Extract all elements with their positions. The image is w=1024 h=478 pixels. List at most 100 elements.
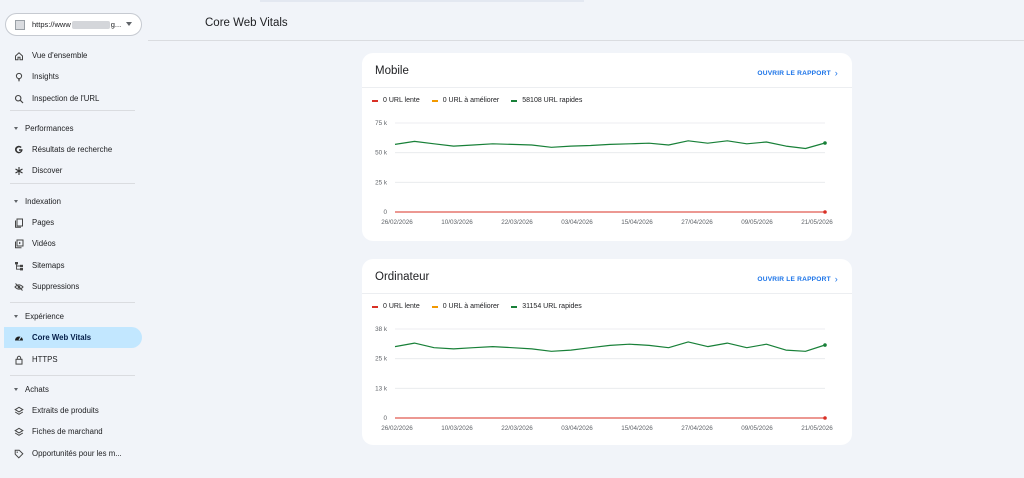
header-accent	[260, 0, 584, 2]
y-tick-label: 13 k	[375, 385, 388, 392]
sidebar-item-label: Fiches de marchand	[32, 427, 103, 436]
chevron-right-icon: ›	[834, 68, 838, 78]
sidebar-item-label: Vue d'ensemble	[32, 51, 88, 60]
sidebar-section-header[interactable]: Achats	[4, 380, 49, 398]
collapse-triangle-icon	[14, 314, 18, 318]
sidebar-item-discover[interactable]: Discover	[4, 160, 142, 181]
page-title: Core Web Vitals	[205, 17, 288, 29]
sidebar-section-header[interactable]: Performances	[4, 119, 74, 137]
property-url-tail: g...	[110, 20, 122, 29]
mobile-chart: 0 25 k 50 k 75 k 26/02/2026 10/03/2026 22/03/2…	[375, 120, 833, 226]
open-report-link-desktop[interactable]: OUVRIR LE RAPPORT ›	[757, 274, 838, 284]
sidebar-item-insights[interactable]: Insights	[4, 66, 142, 87]
x-tick-label: 09/05/2026	[741, 425, 773, 432]
sidebar-item-vid-os[interactable]: Vidéos	[4, 233, 142, 254]
x-tick-label: 27/04/2026	[681, 425, 713, 432]
sidebar-item-suppressions[interactable]: Suppressions	[4, 276, 142, 297]
legend-swatch-fast	[511, 99, 518, 102]
google-g-icon	[13, 144, 25, 156]
open-report-link-mobile[interactable]: OUVRIR LE RAPPORT ›	[757, 68, 838, 78]
chevron-right-icon: ›	[834, 274, 838, 284]
legend-label: 58108 URL rapides	[522, 97, 583, 104]
data-point	[823, 210, 827, 214]
legend-item-fast[interactable]: 58108 URL rapides	[511, 97, 582, 104]
y-tick-label: 50 k	[375, 150, 388, 157]
desktop-card: Ordinateur OUVRIR LE RAPPORT › 0 URL len…	[362, 259, 852, 445]
legend-item-fast[interactable]: 31154 URL rapides	[511, 303, 582, 310]
sidebar-item-fiches-de-marchand[interactable]: Fiches de marchand	[4, 421, 142, 442]
y-tick-label: 75 k	[375, 120, 388, 127]
collapse-triangle-icon	[14, 199, 18, 203]
sidebar-divider	[10, 110, 135, 111]
legend-item-slow[interactable]: 0 URL lente	[372, 303, 420, 310]
x-tick-label: 21/05/2026	[801, 219, 833, 226]
sidebar-divider	[10, 375, 135, 376]
sidebar-section-header[interactable]: Expérience	[4, 307, 64, 325]
y-tick-label: 38 k	[375, 326, 388, 333]
site-favicon-icon	[15, 19, 25, 30]
sidebar-item-sitemaps[interactable]: Sitemaps	[4, 255, 142, 276]
legend-item-improve[interactable]: 0 URL à améliorer	[431, 97, 500, 104]
collapse-triangle-icon	[14, 126, 18, 130]
x-tick-label: 03/04/2026	[561, 219, 593, 226]
sidebar-item-label: Insights	[32, 72, 59, 81]
sidebar-item-label: Sitemaps	[32, 261, 65, 270]
data-point	[823, 343, 827, 347]
x-tick-label: 26/02/2026	[381, 425, 413, 432]
legend-item-improve[interactable]: 0 URL à améliorer	[431, 303, 500, 310]
sidebar-item-opportunit-s-pour-les-m[interactable]: Opportunités pour les m...	[4, 443, 142, 464]
chart-legend: 0 URL lente 0 URL à améliorer 31154 URL …	[372, 303, 594, 310]
sidebar-item-label: HTTPS	[32, 355, 58, 364]
data-point	[823, 141, 827, 145]
collapse-triangle-icon	[14, 387, 18, 391]
sidebar-section-title: Performances	[25, 123, 74, 133]
sidebar-item-label: Résultats de recherche	[32, 145, 113, 154]
legend-label: 0 URL lente	[383, 97, 420, 104]
y-tick-label: 0	[383, 209, 387, 216]
legend-label: 0 URL à améliorer	[442, 97, 500, 104]
legend-swatch-improve	[431, 99, 438, 102]
sidebar-item-label: Suppressions	[32, 282, 80, 291]
mobile-card: Mobile OUVRIR LE RAPPORT › 0 URL lente 0…	[362, 53, 852, 241]
x-tick-label: 22/03/2026	[501, 425, 533, 432]
sidebar-item-vue-d-ensemble[interactable]: Vue d'ensemble	[4, 45, 142, 66]
legend-label: 0 URL à améliorer	[442, 303, 500, 310]
layers-icon	[13, 405, 25, 417]
y-tick-label: 25 k	[375, 356, 388, 363]
x-tick-label: 10/03/2026	[441, 219, 473, 226]
legend-swatch-improve	[431, 305, 438, 308]
sidebar-item-pages[interactable]: Pages	[4, 212, 142, 233]
sidebar-item-label: Core Web Vitals	[32, 333, 92, 342]
sidebar-section-title: Expérience	[25, 311, 65, 321]
legend-swatch-fast	[511, 305, 518, 308]
property-url: https://www	[32, 20, 71, 29]
search-icon	[13, 93, 25, 105]
series-line-fast	[394, 140, 826, 150]
card-divider	[362, 293, 852, 294]
series-line-fast	[394, 341, 826, 352]
card-title: Ordinateur	[375, 271, 430, 283]
lock-icon	[13, 354, 25, 366]
y-tick-label: 0	[383, 415, 387, 422]
home-icon	[13, 50, 25, 62]
x-tick-label: 10/03/2026	[441, 425, 473, 432]
sidebar-item-label: Discover	[32, 166, 63, 175]
sidebar-item-inspection-de-l-url[interactable]: Inspection de l'URL	[4, 88, 142, 109]
sidebar-item-https[interactable]: HTTPS	[4, 349, 142, 370]
sidebar-divider	[10, 302, 135, 303]
sidebar-section-header[interactable]: Indexation	[4, 192, 61, 210]
sidebar-item-core-web-vitals[interactable]: Core Web Vitals	[4, 327, 142, 348]
data-point	[823, 416, 827, 420]
asterisk-icon	[13, 165, 25, 177]
legend-item-slow[interactable]: 0 URL lente	[372, 97, 420, 104]
desktop-chart: 0 13 k 25 k 38 k 26/02/2026 10/03/2026 22/03/2…	[375, 326, 833, 432]
sidebar-divider	[10, 183, 135, 184]
x-tick-label: 22/03/2026	[501, 219, 533, 226]
x-tick-label: 27/04/2026	[681, 219, 713, 226]
dropdown-caret-icon	[126, 22, 132, 26]
sidebar-item-extraits-de-produits[interactable]: Extraits de produits	[4, 400, 142, 421]
redacted-domain	[71, 20, 110, 29]
property-selector[interactable]: https://www g...	[5, 13, 142, 36]
sidebar-item-r-sultats-de-recherche[interactable]: Résultats de recherche	[4, 139, 142, 160]
sitemap-icon	[13, 260, 25, 272]
